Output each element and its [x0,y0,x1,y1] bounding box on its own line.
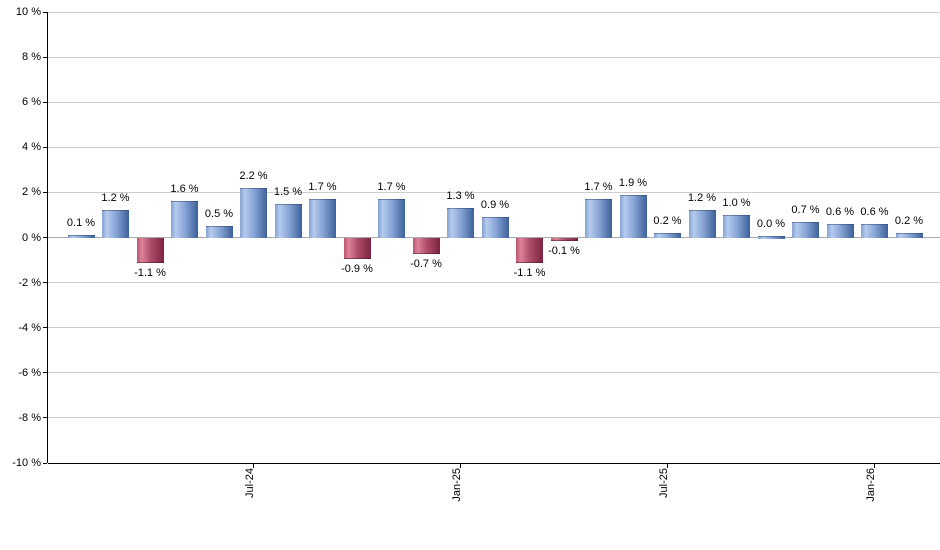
x-axis-line [48,462,940,464]
bar-value-label: 1.7 % [584,181,613,194]
gridline [48,327,940,329]
bar [343,237,371,259]
y-axis-tick [42,462,47,464]
x-axis-tick [460,464,461,468]
y-axis-tick [42,101,47,103]
y-axis-tick-label: 2 % [22,186,41,199]
bar [619,194,647,239]
bar-value-label: 1.2 % [101,192,130,205]
bar-value-label: 1.9 % [618,176,648,189]
y-axis-tick-label: -4 % [18,321,41,334]
bar [895,232,923,239]
y-axis-line [46,12,48,463]
gridline [48,417,940,419]
y-axis-tick [42,11,47,13]
bar-value-label: 0.6 % [860,205,889,218]
y-axis-tick [42,327,47,329]
bar [447,208,474,239]
gridline [48,11,940,13]
bar [309,199,336,239]
bar-value-label: 0.2 % [653,214,682,227]
y-axis-tick-label: -8 % [18,411,41,424]
bar [102,210,129,239]
bar-value-label: 1.7 % [308,181,337,194]
y-axis-tick [42,191,47,193]
bar [171,201,198,239]
bar [792,221,819,239]
y-axis-tick-label: 8 % [22,51,41,64]
bar-value-label: 0.1 % [66,217,96,230]
bar [240,187,267,239]
bar [205,226,233,239]
bar [378,199,405,239]
y-axis-tick-label: 0 % [22,231,41,244]
bar-value-label: 1.3 % [446,190,475,203]
y-axis-tick-label: -2 % [18,276,41,289]
y-axis-tick-label: -10 % [12,457,41,469]
bar [826,223,854,239]
y-axis-tick [42,372,47,374]
gridline [48,372,940,374]
bar-value-label: 0.2 % [894,214,924,227]
y-axis-tick [42,417,47,419]
y-axis-tick [42,56,47,58]
bar-value-label: -0.9 % [341,262,373,275]
y-axis-tick-label: 4 % [22,141,41,154]
bar-value-label: 0.7 % [791,203,820,216]
bar [481,217,509,239]
bar [67,235,95,239]
bar-value-label: 1.7 % [377,181,406,194]
bar-value-label: -0.7 % [410,258,442,271]
bar [516,237,543,264]
x-axis-tick [874,464,875,468]
x-axis-tick-label: Jul-25 [657,468,670,498]
gridline [48,56,940,58]
bar-value-label: 1.6 % [170,183,199,196]
x-axis-tick-label: Jul-24 [243,468,256,498]
bar-value-label: -1.1 % [134,267,166,280]
bar [585,199,612,239]
bar [136,237,164,264]
y-axis-tick [42,282,47,284]
bar [861,223,888,239]
bar [274,203,302,239]
bar-value-label: -1.1 % [513,267,546,280]
bar-value-label: 0.0 % [756,217,786,230]
y-axis-tick-label: 6 % [22,96,41,109]
x-axis-tick [667,464,668,468]
bar [550,237,578,241]
bar [688,210,716,239]
bar [412,237,440,255]
bar [757,235,785,239]
x-axis-tick-label: Jan-26 [864,468,877,502]
gridline [48,101,940,103]
y-axis-tick [42,237,47,238]
x-axis-tick [253,464,254,468]
bar-value-label: 0.9 % [480,199,510,212]
bar-value-label: -0.1 % [548,244,580,257]
y-axis-tick [42,146,47,148]
gridline [48,282,940,284]
bar [723,214,750,239]
bar-value-label: 1.2 % [687,192,717,205]
bar-value-label: 0.6 % [825,205,855,218]
y-axis-tick-label: 10 % [15,6,41,18]
bar [654,232,681,239]
y-axis-tick-label: -6 % [18,366,41,379]
bar-value-label: 1.5 % [273,185,303,198]
bar-value-label: 2.2 % [239,169,268,182]
bar-value-label: 1.0 % [722,196,751,209]
bar-value-label: 0.5 % [204,208,234,221]
x-axis-tick-label: Jan-25 [450,468,463,502]
gridline [48,146,940,148]
